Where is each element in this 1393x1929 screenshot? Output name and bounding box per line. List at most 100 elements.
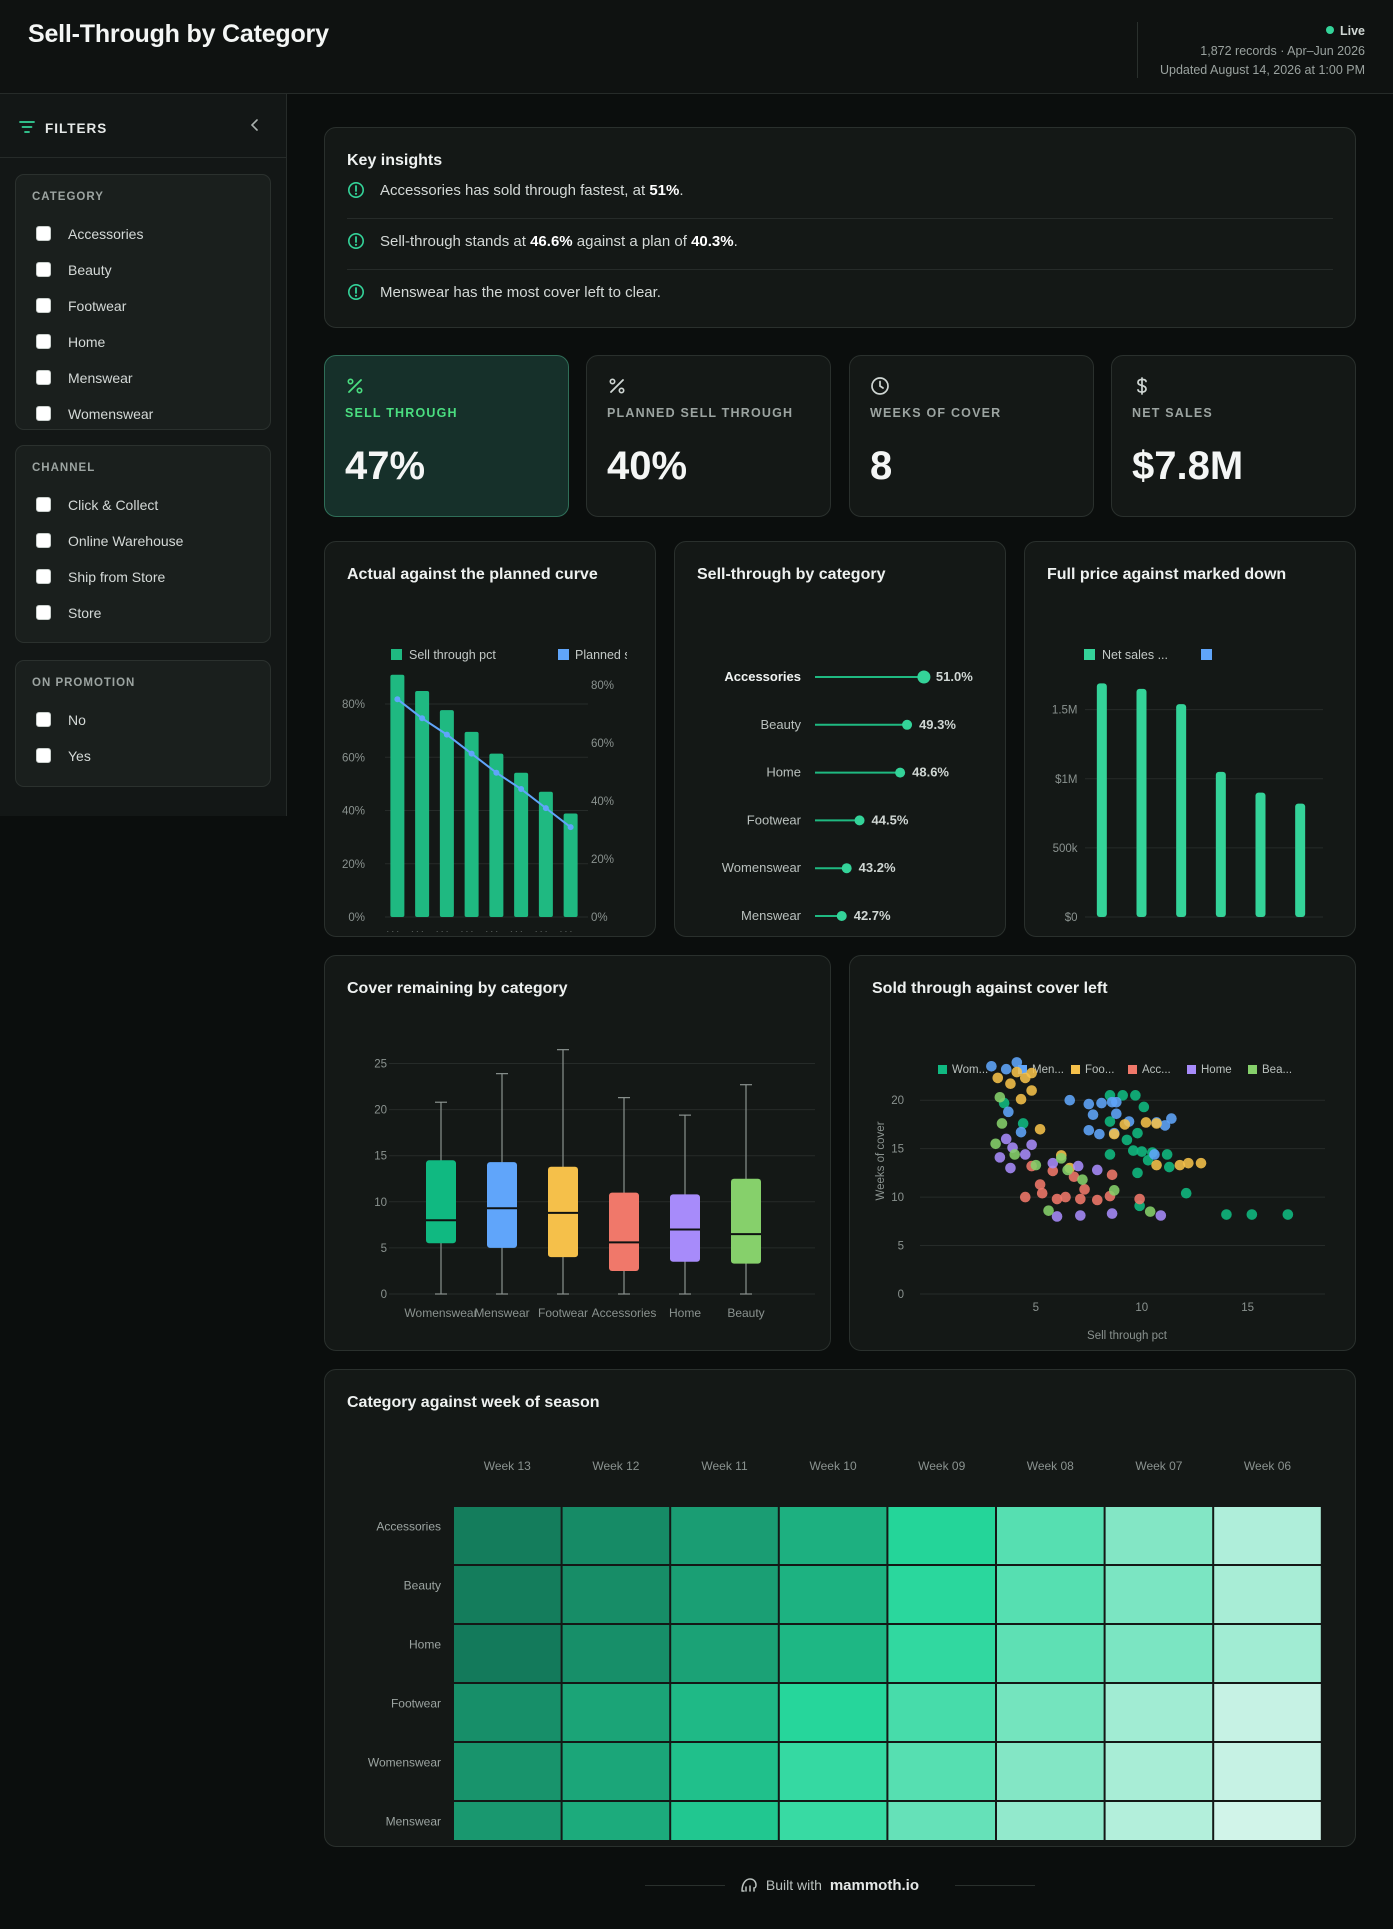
heatmap-cell[interactable]: [779, 1743, 887, 1800]
bar[interactable]: [1176, 704, 1187, 917]
bar[interactable]: [439, 710, 454, 917]
lollipop-dot[interactable]: [854, 815, 865, 826]
box[interactable]: [426, 1160, 456, 1244]
scatter-point[interactable]: [1159, 1120, 1171, 1131]
scatter-point[interactable]: [1009, 1149, 1020, 1160]
checkbox[interactable]: [36, 334, 51, 349]
collapse-chevron-icon[interactable]: [248, 118, 262, 132]
scatter-point[interactable]: [1036, 1187, 1048, 1199]
scatter-point[interactable]: [1127, 1145, 1139, 1156]
scatter-point[interactable]: [1134, 1193, 1145, 1205]
scatter-point[interactable]: [1106, 1096, 1118, 1108]
lollipop-dot[interactable]: [836, 911, 847, 921]
scatter-point[interactable]: [1034, 1179, 1046, 1190]
checkbox[interactable]: [36, 262, 51, 277]
heatmap-cell[interactable]: [1214, 1625, 1321, 1682]
scatter-point[interactable]: [994, 1152, 1006, 1163]
scatter-point[interactable]: [1132, 1167, 1143, 1179]
heatmap-cell[interactable]: [779, 1566, 887, 1623]
lollipop-dot[interactable]: [917, 670, 931, 684]
scatter-point[interactable]: [1140, 1117, 1152, 1128]
box[interactable]: [609, 1192, 639, 1271]
scatter-point[interactable]: [1083, 1098, 1095, 1110]
heatmap-cell[interactable]: [1105, 1802, 1213, 1840]
heatmap-cell[interactable]: [1214, 1684, 1321, 1741]
scatter-point[interactable]: [1151, 1159, 1162, 1171]
scatter-point[interactable]: [1077, 1174, 1088, 1185]
scatter-point[interactable]: [1180, 1187, 1192, 1199]
heatmap-cell[interactable]: [671, 1625, 778, 1682]
scatter-point[interactable]: [1003, 1106, 1014, 1118]
scatter-point[interactable]: [1075, 1210, 1086, 1221]
kpi-card-planned-sell-through[interactable]: PLANNED SELL THROUGH 40%: [586, 355, 831, 517]
heatmap-cell[interactable]: [997, 1743, 1104, 1800]
scatter-point[interactable]: [1091, 1194, 1103, 1206]
heatmap-cell[interactable]: [888, 1507, 995, 1564]
bar[interactable]: [1255, 792, 1266, 917]
scatter-point[interactable]: [1034, 1123, 1046, 1135]
scatter-point[interactable]: [1017, 1118, 1029, 1129]
heatmap-cell[interactable]: [997, 1625, 1104, 1682]
scatter-point[interactable]: [1149, 1149, 1160, 1160]
checkbox[interactable]: [36, 569, 51, 584]
scatter-point[interactable]: [1161, 1149, 1173, 1160]
lollipop-dot[interactable]: [895, 767, 906, 778]
heatmap-cell[interactable]: [997, 1507, 1104, 1564]
scatter-point[interactable]: [1079, 1184, 1090, 1195]
scatter-point[interactable]: [1155, 1210, 1167, 1221]
heatmap-cell[interactable]: [671, 1802, 778, 1840]
heatmap-cell[interactable]: [1214, 1507, 1321, 1564]
heatmap-cell[interactable]: [888, 1566, 995, 1623]
scatter-point[interactable]: [1026, 1085, 1037, 1096]
scatter-point[interactable]: [1094, 1128, 1105, 1140]
scatter-point[interactable]: [1068, 1171, 1080, 1183]
bar[interactable]: [1295, 803, 1306, 917]
scatter-point[interactable]: [1060, 1191, 1071, 1203]
kpi-card-weeks-of-cover[interactable]: WEEKS OF COVER 8: [849, 355, 1094, 517]
checkbox[interactable]: [36, 748, 51, 763]
scatter-point[interactable]: [1111, 1108, 1122, 1120]
scatter-point[interactable]: [1104, 1149, 1116, 1160]
scatter-point[interactable]: [990, 1138, 1001, 1150]
planned-point[interactable]: [518, 786, 525, 793]
bar[interactable]: [390, 674, 405, 917]
lollipop-dot[interactable]: [902, 719, 913, 730]
heatmap-cell[interactable]: [1105, 1625, 1213, 1682]
scatter-point[interactable]: [1117, 1090, 1128, 1101]
scatter-point[interactable]: [1087, 1109, 1099, 1121]
heatmap-cell[interactable]: [779, 1507, 887, 1564]
scatter-point[interactable]: [1000, 1063, 1012, 1075]
scatter-point[interactable]: [1091, 1164, 1103, 1176]
footer-credit[interactable]: Built with mammoth.io: [740, 1877, 919, 1894]
scatter-point[interactable]: [1005, 1078, 1016, 1090]
box[interactable]: [670, 1194, 700, 1262]
scatter-point[interactable]: [1136, 1146, 1148, 1157]
scatter-point[interactable]: [1047, 1157, 1059, 1169]
scatter-point[interactable]: [1096, 1097, 1107, 1109]
checkbox[interactable]: [36, 298, 51, 313]
checkbox[interactable]: [36, 712, 51, 727]
heatmap-cell[interactable]: [888, 1802, 995, 1840]
bar[interactable]: [415, 691, 430, 917]
scatter-point[interactable]: [1163, 1161, 1175, 1173]
scatter-point[interactable]: [1108, 1128, 1120, 1140]
scatter-point[interactable]: [1282, 1209, 1294, 1220]
planned-point[interactable]: [567, 824, 574, 831]
heatmap-cell[interactable]: [997, 1802, 1104, 1840]
heatmap-cell[interactable]: [671, 1743, 778, 1800]
heatmap-cell[interactable]: [671, 1507, 778, 1564]
planned-point[interactable]: [468, 750, 475, 757]
scatter-point[interactable]: [1005, 1162, 1016, 1174]
heatmap-cell[interactable]: [1105, 1566, 1213, 1623]
planned-point[interactable]: [443, 731, 450, 738]
heatmap-cell[interactable]: [454, 1743, 561, 1800]
scatter-point[interactable]: [1019, 1191, 1031, 1203]
kpi-card-net-sales[interactable]: NET SALES $7.8M: [1111, 355, 1356, 517]
scatter-point[interactable]: [1055, 1153, 1067, 1164]
bar[interactable]: [563, 813, 578, 917]
planned-point[interactable]: [493, 769, 500, 776]
scatter-point[interactable]: [1174, 1159, 1186, 1171]
heatmap-cell[interactable]: [1105, 1743, 1213, 1800]
heatmap-cell[interactable]: [1214, 1802, 1321, 1840]
heatmap-cell[interactable]: [888, 1625, 995, 1682]
